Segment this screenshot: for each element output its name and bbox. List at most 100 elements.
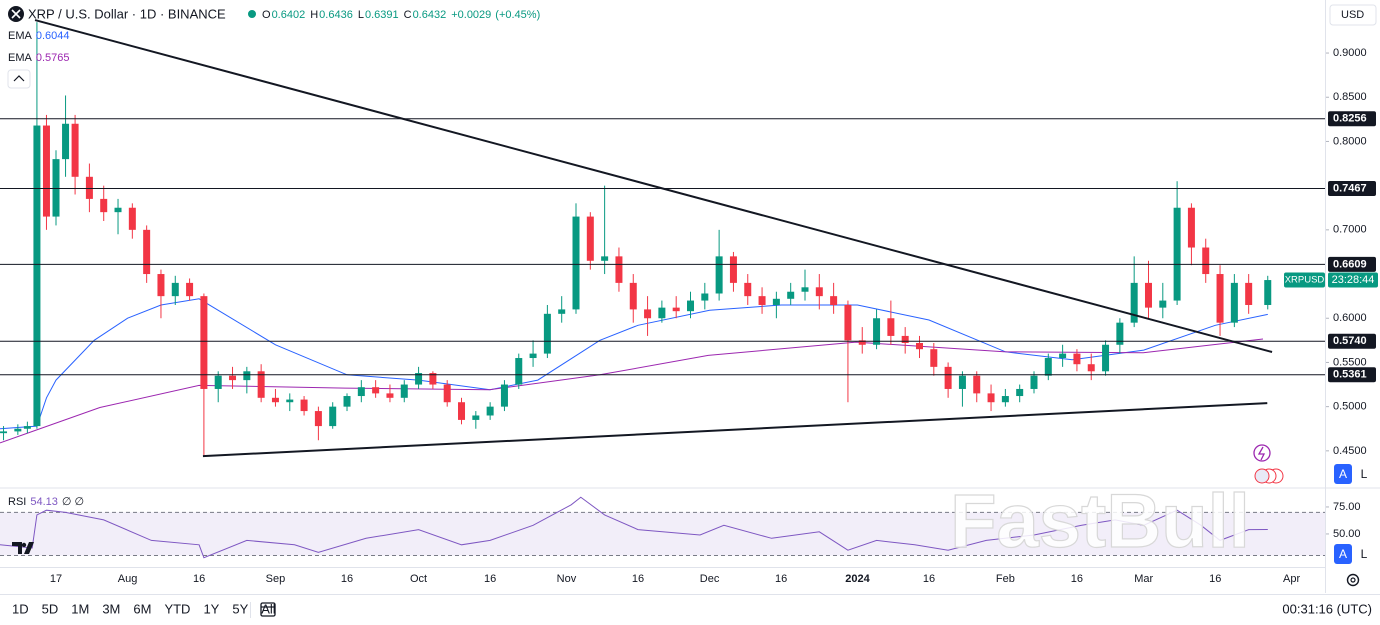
candle-body (586, 216, 594, 261)
candle-body (672, 307, 680, 312)
x-tick-label: Feb (996, 573, 1015, 585)
candle-body (930, 349, 938, 367)
candle-body (887, 318, 895, 336)
candle-body (572, 216, 580, 310)
main-pane: 0.9000 0.8500 0.8000 0.7000 0.6000 0.5500 0.50… (0, 19, 1378, 585)
change: +0.0029 (451, 9, 491, 21)
candle-body (33, 125, 41, 427)
level-label: 0.6609 (1333, 258, 1367, 270)
ohlc-value: 0.6432 (413, 9, 447, 21)
candle-body (629, 282, 637, 310)
x-tick-label: 16 (193, 573, 205, 585)
ohlc-legend: O 0.6402 H 0.6436 L 0.6391 C 0.6432 +0.0029 (+0.4… (8, 9, 540, 64)
candle-body (658, 307, 666, 319)
candle-body (157, 274, 165, 297)
y-tick-label: 75.00 (1333, 501, 1361, 513)
candle-body (744, 282, 752, 297)
level-label: 0.5740 (1333, 335, 1367, 347)
candle-body (128, 207, 136, 230)
candle-body (701, 293, 709, 301)
candle-body (229, 375, 237, 381)
candle-body (100, 198, 108, 213)
symbol-title: XRP / U.S. Dollar · 1D · BINANCE (28, 6, 226, 21)
logo-dot (21, 542, 27, 548)
event-icon[interactable] (1253, 444, 1271, 462)
x-tick-label: Oct (410, 573, 427, 585)
x-tick-label: Nov (557, 573, 577, 585)
currency-button[interactable] (1329, 4, 1377, 26)
change-percent: (+0.45%) (495, 9, 540, 21)
candle-body (529, 353, 537, 359)
x-tick-label: 17 (50, 573, 62, 585)
candle-body (85, 176, 93, 199)
candle-body (944, 366, 952, 389)
candle-body (1216, 274, 1224, 323)
candle-body (558, 309, 566, 314)
range-button[interactable]: 3M (102, 601, 120, 616)
candle-body (844, 304, 852, 341)
x-tick-label: Sep (266, 573, 286, 585)
candle-body (973, 375, 981, 394)
candle-body (1264, 280, 1272, 305)
candle-body (1159, 300, 1167, 308)
candle-body (314, 411, 322, 427)
candle-body (1130, 282, 1138, 323)
ohlc-value: 0.6436 (319, 9, 353, 21)
candle-body (915, 342, 923, 350)
range-button[interactable]: All (261, 601, 276, 616)
auto-scale-label: A (1339, 547, 1347, 561)
candle-body (52, 159, 60, 217)
candle-body (1030, 375, 1038, 389)
candle-body (472, 415, 480, 420)
collapse-button[interactable] (7, 69, 31, 89)
calendar-icon[interactable] (260, 602, 276, 617)
candle-body (644, 309, 652, 319)
candle-body (958, 375, 966, 389)
candle-body (143, 229, 151, 275)
y-tick-label: 50.00 (1333, 528, 1361, 540)
candle-body (830, 296, 838, 305)
log-scale-label[interactable]: L (1361, 467, 1368, 481)
x-tick-label: 16 (1071, 573, 1083, 585)
range-button[interactable]: 6M (133, 601, 151, 616)
rsi-title: RSI (8, 496, 26, 508)
logo (12, 542, 34, 554)
auto-scale-button[interactable] (1334, 544, 1352, 564)
range-button[interactable]: 1D (12, 601, 29, 616)
level-tag (1328, 111, 1376, 127)
ema-value: 0.6044 (36, 30, 70, 42)
candle-body (171, 282, 179, 297)
ema-name: EMA (8, 30, 33, 42)
rsi-band (0, 512, 1325, 556)
range-button[interactable]: 5Y (232, 601, 248, 616)
last-price-tag (1284, 272, 1325, 288)
range-button[interactable]: 5D (42, 601, 59, 616)
range-button[interactable]: 1Y (203, 601, 219, 616)
range-button[interactable]: 1M (71, 601, 89, 616)
candle-body (23, 426, 31, 429)
candle-body (815, 287, 823, 297)
countdown-label: 23:28:44 (1332, 274, 1375, 286)
level-tag (1328, 333, 1376, 349)
overlay: XRP / U.S. Dollar · 1D · BINANCE O 0.6402… (7, 4, 1377, 618)
candle-body (787, 291, 795, 299)
ohlc-value: 0.6391 (365, 9, 399, 21)
candle-body (858, 340, 866, 345)
log-scale-label[interactable]: L (1361, 547, 1368, 561)
range-button[interactable]: YTD (164, 601, 190, 616)
candle-body (758, 296, 766, 305)
auto-scale-button[interactable] (1334, 464, 1352, 484)
y-tick-label: 0.5000 (1333, 401, 1367, 413)
candle-body (329, 406, 337, 427)
collapse-icon (13, 75, 25, 82)
ema-line (0, 298, 1268, 430)
rsi-value: 54.13 (30, 496, 58, 508)
candle-body (715, 256, 723, 294)
candle-body (71, 123, 79, 177)
level-tag (1328, 367, 1376, 383)
candle-body (1173, 207, 1181, 301)
candle-body (1202, 247, 1210, 275)
flag-icon[interactable] (1254, 468, 1270, 484)
candle-body (1230, 282, 1238, 323)
settings-icon[interactable] (1346, 573, 1360, 587)
